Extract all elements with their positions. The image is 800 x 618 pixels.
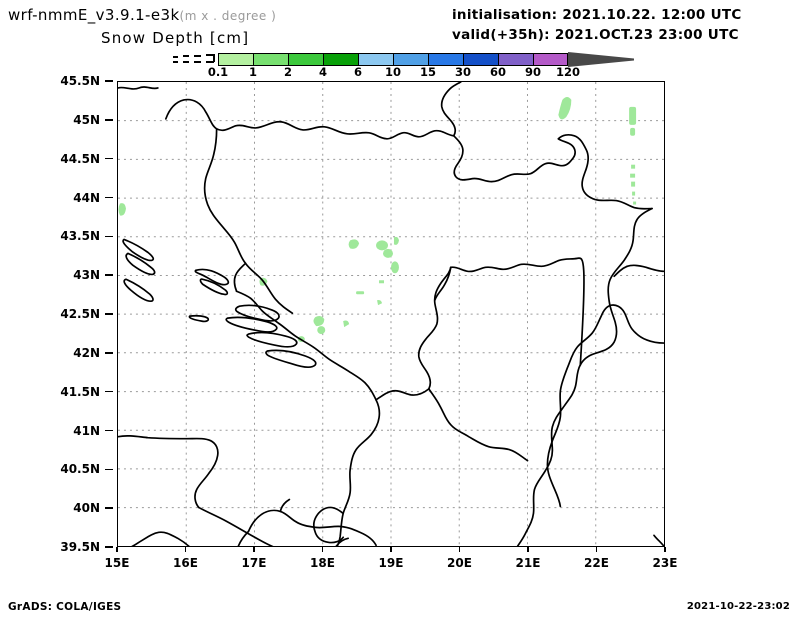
y-axis-tick-42N: 42N (73, 345, 100, 360)
y-axis-tick-44N: 44N (73, 190, 100, 205)
y-axis-tickmark (105, 546, 113, 548)
render-timestamp: 2021-10-22-23:02 (686, 601, 790, 612)
initialisation-time: initialisation: 2021.10.22. 12:00 UTC (452, 7, 742, 23)
x-axis-tick-18E: 18E (310, 556, 335, 570)
colorbar-segment-3 (323, 53, 358, 66)
colorbar-tick-labels: 0.1 1 2 4 6 10 15 30 60 90 120 (172, 65, 632, 79)
y-axis-tickmark (105, 429, 113, 432)
x-axis-tick-21E: 21E (515, 556, 541, 570)
colorbar-label-30: 30 (454, 65, 472, 79)
y-axis-tickmark (105, 274, 113, 276)
y-axis-tick-43N: 43N (73, 268, 100, 283)
x-axis-tickmark (458, 547, 461, 552)
colorbar-under-range-dashes (172, 53, 218, 66)
x-axis-tick-15E: 15E (104, 556, 130, 570)
y-axis-tickmark (105, 157, 113, 160)
colorbar-label-2: 2 (283, 65, 293, 79)
x-axis-tick-23E: 23E (652, 556, 678, 570)
y-axis-tick-44.5N: 44.5N (60, 151, 100, 166)
colorbar-segment-1 (253, 53, 288, 66)
colorbar-segment-8 (498, 53, 533, 66)
x-axis-tick-16E: 16E (173, 556, 198, 570)
colorbar-segment-4 (358, 53, 393, 66)
y-axis-tickmark (105, 119, 113, 121)
x-axis-labels: 15E 16E 17E 18E 19E 20E 21E 22E 23E (105, 547, 677, 570)
y-axis-tickmark (105, 235, 113, 238)
colorbar-label-6: 6 (353, 65, 363, 79)
y-axis-tick-42.5N: 42.5N (60, 307, 100, 321)
colorbar-label-1: 1 (248, 65, 258, 79)
x-axis-tickmark (116, 547, 118, 552)
x-axis-tick-19E: 19E (378, 556, 404, 570)
valid-time: valid(+35h): 2021.OCT.23 23:00 UTC (452, 27, 739, 43)
x-axis-tickmark (595, 547, 598, 552)
y-axis-tickmark (105, 313, 113, 315)
colorbar-label-120: 120 (555, 65, 581, 79)
map-coastlines-and-borders (118, 82, 664, 546)
colorbar-segment-6 (428, 53, 463, 66)
map-plot-area (117, 81, 665, 547)
colorbar-segments (218, 53, 568, 66)
y-axis-tick-40N: 40N (73, 501, 100, 516)
x-axis-tickmark (321, 547, 324, 552)
y-axis-tick-41N: 41N (73, 423, 100, 438)
model-title-text: wrf-nmmE_v3.9.1-e3k (8, 6, 180, 24)
colorbar-overflow-arrow (568, 52, 634, 67)
x-axis-tickmark (664, 547, 666, 552)
colorbar-segment-2 (288, 53, 323, 66)
variable-title: Snow Depth [cm] (101, 29, 250, 47)
y-axis-tickmark (105, 507, 113, 509)
y-axis-tickmark (105, 468, 113, 471)
y-axis-tick-45.5N: 45.5N (60, 74, 100, 88)
y-axis-tick-39.5N: 39.5N (60, 540, 100, 554)
x-axis-tick-22E: 22E (584, 556, 609, 570)
colorbar-label-60: 60 (489, 65, 507, 79)
y-axis-tick-45N: 45N (73, 112, 100, 127)
x-axis-tickmark (253, 547, 255, 552)
colorbar-label-4: 4 (318, 65, 328, 79)
colorbar-label-10: 10 (384, 65, 402, 79)
y-axis-tick-41.5N: 41.5N (60, 384, 100, 399)
y-axis-tickmark (105, 352, 113, 354)
snow-depth-shading (118, 96, 637, 343)
x-axis-tickmark (390, 547, 392, 552)
colorbar-label-0.1: 0.1 (207, 65, 229, 79)
x-axis-tick-20E: 20E (447, 556, 472, 570)
colorbar-label-15: 15 (419, 65, 437, 79)
colorbar-segment-9 (533, 53, 568, 66)
y-axis-tickmark (105, 390, 113, 393)
colorbar-segment-5 (393, 53, 428, 66)
grads-credit: GrADS: COLA/IGES (8, 601, 122, 613)
y-axis-tick-40.5N: 40.5N (60, 462, 100, 477)
y-axis-tickmark (105, 196, 113, 199)
y-axis-tick-43.5N: 43.5N (60, 229, 100, 244)
x-axis-tickmark (184, 547, 187, 552)
colorbar-segment-0 (218, 53, 253, 66)
model-units-text: (m x . degree ) (179, 9, 277, 23)
colorbar-label-90: 90 (524, 65, 542, 79)
y-axis-tickmark (105, 80, 113, 82)
colorbar-segment-7 (463, 53, 498, 66)
x-axis-tickmark (527, 547, 529, 552)
x-axis-tick-17E: 17E (241, 556, 267, 570)
model-title: wrf-nmmE_v3.9.1-e3k(m x . degree ) (8, 6, 276, 24)
colorbar: 0.1 1 2 4 6 10 15 30 60 90 120 (172, 52, 634, 79)
y-axis-labels: 45.5N 45N 44.5N 44N 43.5N 43N 42.5N 42N 41.5N 41N… (0, 74, 113, 554)
